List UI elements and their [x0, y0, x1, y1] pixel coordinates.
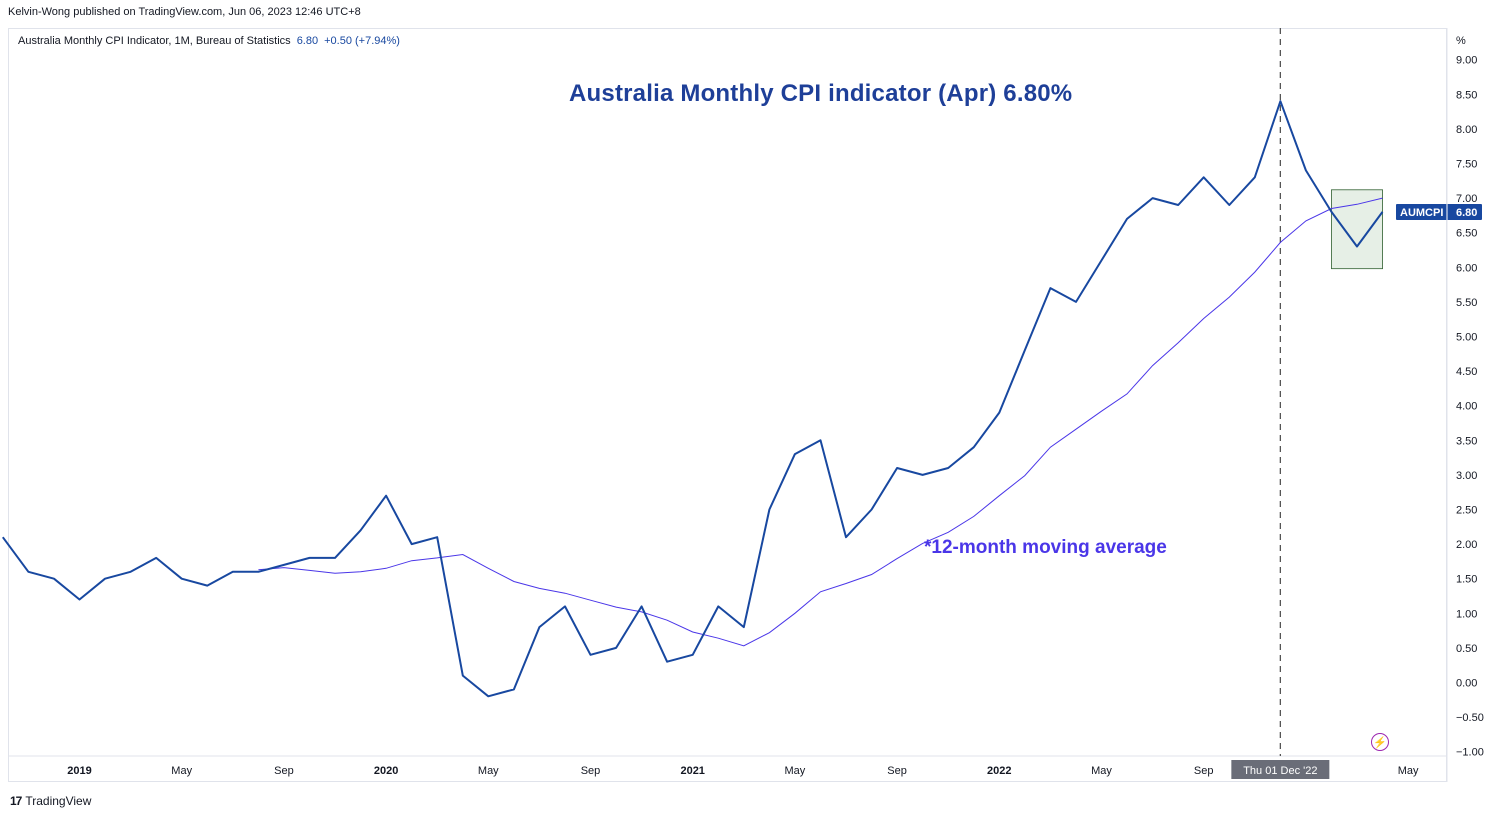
series-label: Australia Monthly CPI Indicator, 1M, Bur… — [18, 35, 291, 47]
tradingview-brand-text: TradingView — [25, 794, 92, 808]
last-value-tag-value: 6.80 — [1456, 207, 1477, 219]
series-change: +0.50 (+7.94%) — [324, 35, 400, 47]
crosshair-time-label: Thu 01 Dec '22 — [1243, 765, 1317, 777]
highlight-box[interactable] — [1331, 189, 1383, 270]
series-last-value: 6.80 — [296, 35, 319, 47]
x-tick-label: May — [1091, 765, 1112, 777]
y-tick-label: 5.00 — [1456, 332, 1477, 344]
cpi-line[interactable] — [1, 100, 1384, 698]
x-tick-label: Sep — [581, 765, 601, 777]
tradingview-brand[interactable]: 17 TradingView — [10, 794, 91, 808]
y-tick-label: 5.50 — [1456, 297, 1477, 309]
y-tick-label: 6.50 — [1456, 228, 1477, 240]
y-tick-label: 3.00 — [1456, 470, 1477, 482]
x-tick-label: May — [171, 765, 192, 777]
y-tick-label: 0.00 — [1456, 678, 1477, 690]
y-tick-label: 6.00 — [1456, 262, 1477, 274]
y-tick-label: 7.00 — [1456, 193, 1477, 205]
x-tick-label: Sep — [1194, 765, 1214, 777]
y-tick-label: −1.00 — [1456, 747, 1484, 759]
x-tick-label: May — [478, 765, 499, 777]
crosshair-time-tag — [1231, 760, 1330, 779]
moving-average-line[interactable] — [258, 197, 1383, 647]
last-value-tag-name: AUMCPI — [1400, 207, 1443, 219]
lightning-icon[interactable]: ⚡ — [1371, 733, 1389, 751]
x-tick-label: 2022 — [987, 765, 1011, 777]
series-legend[interactable]: Australia Monthly CPI Indicator, 1M, Bur… — [18, 35, 400, 47]
y-tick-label: 2.00 — [1456, 539, 1477, 551]
y-tick-label: 4.00 — [1456, 401, 1477, 413]
y-tick-label: 1.00 — [1456, 608, 1477, 620]
y-tick-label: 8.00 — [1456, 124, 1477, 136]
y-tick-label: 9.00 — [1456, 55, 1477, 67]
moving-average-annotation: *12-month moving average — [924, 537, 1167, 558]
x-tick-label: 2021 — [680, 765, 704, 777]
x-tick-label: 2019 — [67, 765, 91, 777]
publisher-caption: Kelvin-Wong published on TradingView.com… — [8, 6, 361, 18]
x-tick-label: Sep — [274, 765, 294, 777]
x-tick-label: May — [1398, 765, 1419, 777]
x-tick-label: Sep — [887, 765, 907, 777]
y-axis-unit: % — [1456, 35, 1466, 47]
y-tick-label: 3.50 — [1456, 435, 1477, 447]
x-tick-label: 2020 — [374, 765, 398, 777]
y-tick-label: 1.50 — [1456, 574, 1477, 586]
chart-title: Australia Monthly CPI indicator (Apr) 6.… — [569, 80, 1073, 107]
y-tick-label: 2.50 — [1456, 505, 1477, 517]
tradingview-logo-icon: 17 — [10, 794, 22, 808]
last-value-tag[interactable] — [1396, 203, 1482, 220]
y-tick-label: 8.50 — [1456, 89, 1477, 101]
y-tick-label: −0.50 — [1456, 712, 1484, 724]
y-tick-label: 4.50 — [1456, 366, 1477, 378]
x-tick-label: May — [785, 765, 806, 777]
y-tick-label: 0.50 — [1456, 643, 1477, 655]
y-tick-label: 7.50 — [1456, 159, 1477, 171]
